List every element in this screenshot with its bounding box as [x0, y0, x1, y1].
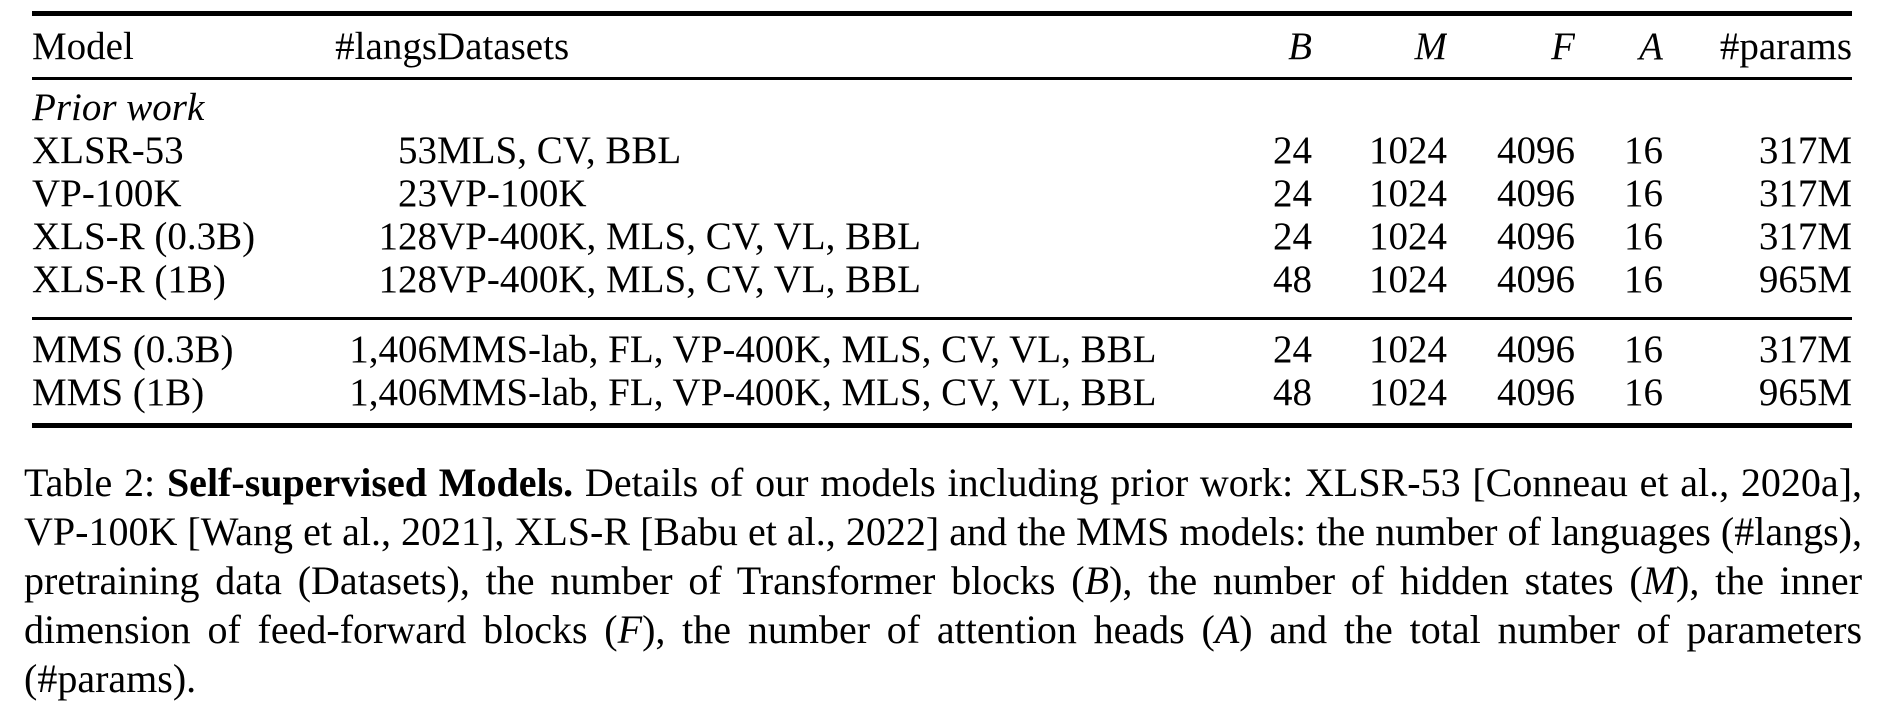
cell-ffn: 4096	[1497, 129, 1575, 172]
cell-model: XLS-R (0.3B)	[32, 215, 256, 258]
caption-body-3: ), the inner dimension of feed-forward b…	[24, 558, 1863, 652]
cell-blocks: 24	[1273, 172, 1312, 215]
cell-heads: 16	[1624, 328, 1663, 371]
caption-body-5: ) and the total number of parameters (#p…	[24, 607, 1863, 701]
cell-params: 317M	[1758, 215, 1852, 258]
col-header-model: Model	[32, 13, 327, 80]
models-table-container: Model #langs Datasets B M F A #params Pr…	[32, 11, 1852, 428]
caption-var-a: A	[1214, 607, 1240, 652]
cell-datasets: MMS-lab, FL, VP-400K, MLS, CV, VL, BBL	[437, 328, 1157, 371]
cell-heads: 16	[1575, 258, 1663, 320]
table-row-mms-1b: MMS (1B) 1,406 MMS-lab, FL, VP-400K, MLS…	[32, 371, 1852, 426]
cell-ffn: 4096	[1497, 328, 1575, 371]
col-header-ffn: F	[1447, 13, 1575, 80]
cell-hidden: 1024	[1369, 371, 1447, 414]
cell-blocks: 24	[1273, 328, 1312, 371]
col-header-langs: #langs	[327, 13, 437, 80]
col-header-heads: A	[1575, 13, 1663, 80]
col-header-hidden: M	[1312, 13, 1447, 80]
caption-body-4: ), the number of attention heads (	[642, 607, 1215, 652]
table-header-row: Model #langs Datasets B M F A #params	[32, 13, 1852, 80]
caption-body-2: ), the number of hidden states (	[1109, 558, 1643, 603]
cell-params: 317M	[1758, 328, 1852, 371]
col-header-params: #params	[1663, 13, 1852, 80]
table-row-mms-03b: MMS (0.3B) 1,406 MMS-lab, FL, VP-400K, M…	[32, 319, 1852, 372]
cell-ffn: 4096	[1497, 371, 1575, 414]
cell-langs: 1,406	[349, 371, 437, 414]
cell-params: 317M	[1758, 129, 1852, 172]
cell-blocks: 24	[1273, 129, 1312, 172]
cell-params: 965M	[1758, 371, 1852, 414]
table-row-vp100k: VP-100K 23 VP-100K 24 1024 4096 16 317M	[32, 172, 1852, 215]
cell-hidden: 1024	[1369, 172, 1447, 215]
cell-blocks: 24	[1273, 215, 1312, 258]
cell-ffn: 4096	[1447, 258, 1575, 320]
col-header-datasets: Datasets	[437, 13, 1230, 80]
models-table: Model #langs Datasets B M F A #params Pr…	[32, 11, 1852, 428]
cell-heads: 16	[1624, 371, 1663, 414]
cell-langs: 128	[378, 215, 438, 258]
col-header-blocks: B	[1230, 13, 1312, 80]
cell-blocks: 48	[1273, 371, 1312, 414]
cell-datasets: MMS-lab, FL, VP-400K, MLS, CV, VL, BBL	[437, 371, 1157, 414]
cell-datasets: VP-400K, MLS, CV, VL, BBL	[437, 215, 921, 258]
cell-hidden: 1024	[1369, 328, 1447, 371]
table-row-xlsr-03b: XLS-R (0.3B) 128 VP-400K, MLS, CV, VL, B…	[32, 215, 1852, 258]
cell-params: 317M	[1758, 172, 1852, 215]
cell-model: XLS-R (1B)	[32, 258, 327, 320]
cell-model: MMS (0.3B)	[32, 328, 234, 371]
section-row-prior-work: Prior work	[32, 79, 1852, 130]
cell-hidden: 1024	[1369, 129, 1447, 172]
cell-heads: 16	[1624, 129, 1663, 172]
caption-var-m: M	[1642, 558, 1677, 603]
caption-label: Table 2:	[24, 460, 167, 505]
cell-heads: 16	[1624, 172, 1663, 215]
cell-datasets: VP-400K, MLS, CV, VL, BBL	[437, 258, 1230, 320]
cell-langs: 128	[327, 258, 437, 320]
caption-title: Self-supervised Models.	[166, 460, 574, 505]
cell-hidden: 1024	[1369, 215, 1447, 258]
cell-blocks: 48	[1230, 258, 1312, 320]
cell-heads: 16	[1624, 215, 1663, 258]
cell-params: 965M	[1663, 258, 1852, 320]
cell-langs: 53	[398, 129, 437, 172]
table-row-xlsr53: XLSR-53 53 MLS, CV, BBL 24 1024 4096 16 …	[32, 129, 1852, 172]
caption-body-1: Details of our models including prior wo…	[24, 460, 1863, 603]
cell-ffn: 4096	[1497, 215, 1575, 258]
cell-model: VP-100K	[32, 172, 182, 215]
cell-hidden: 1024	[1312, 258, 1447, 320]
table-row-xlsr-1b: XLS-R (1B) 128 VP-400K, MLS, CV, VL, BBL…	[32, 258, 1852, 320]
cell-ffn: 4096	[1497, 172, 1575, 215]
table-caption: Table 2: Self-supervised Models. Details…	[24, 458, 1862, 703]
cell-model: MMS (1B)	[32, 371, 205, 414]
section-label-prior-work: Prior work	[32, 86, 205, 129]
cell-datasets: VP-100K	[437, 172, 587, 215]
caption-var-b: B	[1084, 558, 1110, 603]
cell-langs: 23	[398, 172, 437, 215]
cell-model: XLSR-53	[32, 129, 184, 172]
cell-datasets: MLS, CV, BBL	[437, 129, 682, 172]
cell-langs: 1,406	[349, 328, 437, 371]
caption-var-f: F	[617, 607, 643, 652]
